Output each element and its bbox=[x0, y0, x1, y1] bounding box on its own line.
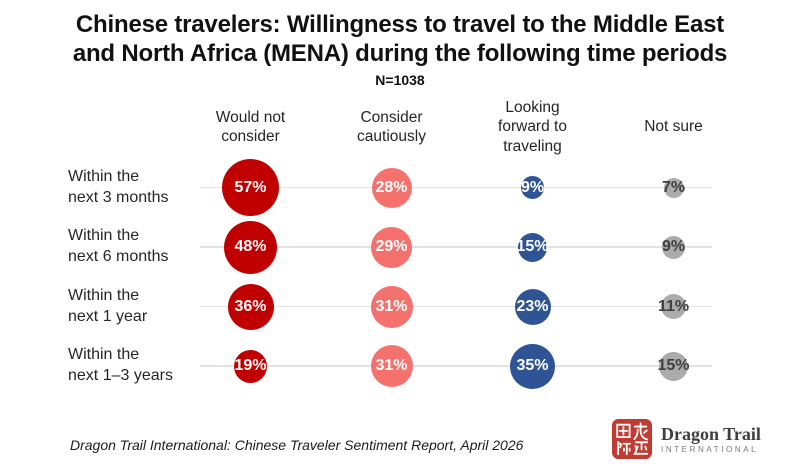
value-bubble: 48% bbox=[224, 220, 277, 274]
value-bubble: 31% bbox=[370, 285, 413, 328]
row-label: Within the next 1–3 years bbox=[68, 346, 173, 385]
value-bubble: 23% bbox=[514, 288, 551, 325]
value-bubble: 35% bbox=[510, 343, 555, 389]
value-bubble: 19% bbox=[234, 349, 267, 383]
logo-text: Dragon Trail INTERNATIONAL bbox=[661, 425, 761, 454]
value-bubble: 31% bbox=[370, 345, 413, 388]
chart-row: Within the next 3 months 57% 28% 9% 7% bbox=[0, 158, 744, 218]
value-bubble: 36% bbox=[227, 283, 274, 330]
bubble-cell: 9% bbox=[603, 218, 744, 278]
header-spacer bbox=[0, 98, 180, 156]
row-label: Within the next 6 months bbox=[68, 227, 169, 266]
bubble-cell: 15% bbox=[603, 337, 744, 397]
sample-size-label: N=1038 bbox=[375, 72, 425, 88]
value-bubble: 9% bbox=[662, 235, 685, 259]
bubble-cell: 48% bbox=[180, 218, 321, 278]
bubble-cell: 31% bbox=[321, 277, 462, 337]
value-bubble: 15% bbox=[516, 232, 549, 262]
value-bubble: 9% bbox=[521, 176, 544, 200]
row-label: Within the next 3 months bbox=[68, 167, 169, 206]
chart-row: Within the next 6 months 48% 29% 15% 9% bbox=[0, 218, 744, 278]
bubble-cell: 23% bbox=[462, 277, 603, 337]
dragon-trail-seal-icon bbox=[611, 418, 653, 460]
value-bubble: 57% bbox=[222, 159, 279, 217]
chart-row: Within the next 1 year 36% 31% 23% 11% bbox=[0, 277, 744, 337]
bubble-cell: 7% bbox=[603, 158, 744, 218]
row-gridline bbox=[200, 365, 712, 367]
bubble-cell: 31% bbox=[321, 337, 462, 397]
chart-row: Within the next 1–3 years 19% 31% 35% 15% bbox=[0, 337, 744, 397]
value-bubble: 29% bbox=[371, 226, 412, 268]
value-bubble: 7% bbox=[661, 177, 686, 198]
value-bubble: 28% bbox=[371, 167, 412, 208]
logo-name: Dragon Trail bbox=[661, 423, 761, 444]
chart-rows: Within the next 3 months 57% 28% 9% 7% Within… bbox=[0, 158, 744, 396]
chart-title: Chinese travelers: Willingness to travel… bbox=[72, 11, 728, 68]
column-header: Not sure bbox=[644, 118, 703, 136]
value-bubble: 11% bbox=[658, 294, 689, 320]
row-gridline bbox=[200, 305, 712, 308]
column-header: Would not consider bbox=[215, 108, 286, 146]
bubble-cell: 19% bbox=[180, 337, 321, 397]
bubble-cell: 15% bbox=[462, 218, 603, 278]
column-headers: Would not consider Consider cautiously Loo… bbox=[0, 98, 744, 156]
bubble-cell: 29% bbox=[321, 218, 462, 278]
bubble-cell: 57% bbox=[180, 158, 321, 218]
source-citation: Dragon Trail International: Chinese Trav… bbox=[70, 437, 524, 453]
row-label: Within the next 1 year bbox=[68, 286, 148, 325]
row-gridline bbox=[200, 246, 712, 248]
value-bubble: 15% bbox=[657, 351, 690, 381]
dragon-trail-logo: Dragon Trail INTERNATIONAL bbox=[611, 418, 761, 460]
bubble-cell: 28% bbox=[321, 158, 462, 218]
column-header: Consider cautiously bbox=[357, 108, 426, 146]
column-header: Looking forward to traveling bbox=[498, 99, 567, 155]
logo-subtitle: INTERNATIONAL bbox=[661, 444, 759, 454]
bubble-cell: 36% bbox=[180, 277, 321, 337]
row-gridline bbox=[200, 186, 712, 189]
bubble-cell: 35% bbox=[462, 337, 603, 397]
bubble-cell: 9% bbox=[462, 158, 603, 218]
bubble-cell: 11% bbox=[603, 277, 744, 337]
